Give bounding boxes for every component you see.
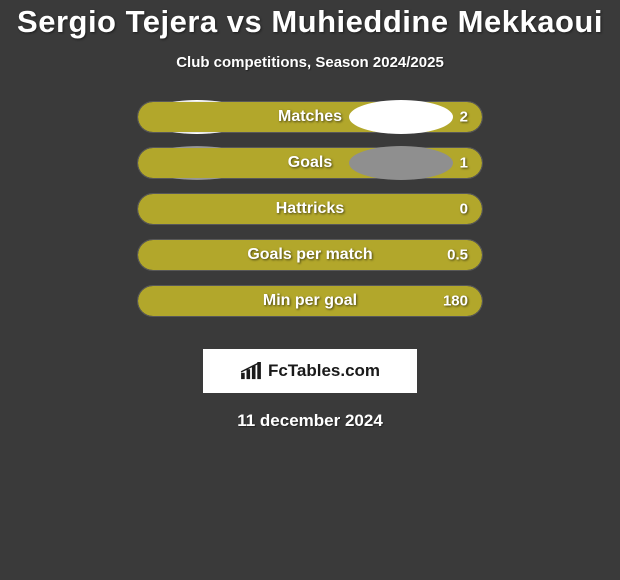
logo-text: FcTables.com (268, 361, 380, 381)
page-title: Sergio Tejera vs Muhieddine Mekkaoui (17, 4, 603, 40)
stat-value: 0.5 (447, 247, 468, 264)
stat-bar: Min per goal180 (137, 285, 483, 317)
stat-bar: Goals per match0.5 (137, 239, 483, 271)
bar-chart-icon (240, 362, 262, 380)
subtitle: Club competitions, Season 2024/2025 (176, 54, 444, 71)
date-label: 11 december 2024 (237, 411, 383, 431)
comparison-card: Sergio Tejera vs Muhieddine Mekkaoui Clu… (0, 0, 620, 431)
stat-row: Matches2 (137, 101, 483, 133)
right-marker (349, 146, 453, 180)
stat-value: 2 (460, 109, 468, 126)
stats-area: Matches2Goals1Hattricks0Goals per match0… (137, 101, 483, 331)
stat-label: Min per goal (138, 292, 482, 310)
stat-row: Hattricks0 (137, 193, 483, 225)
stat-label: Goals per match (138, 246, 482, 264)
stat-bar: Hattricks0 (137, 193, 483, 225)
stat-row: Goals per match0.5 (137, 239, 483, 271)
stat-value: 0 (460, 201, 468, 218)
right-marker (349, 100, 453, 134)
stat-value: 1 (460, 155, 468, 172)
stat-row: Goals1 (137, 147, 483, 179)
stat-row: Min per goal180 (137, 285, 483, 317)
stat-label: Hattricks (138, 200, 482, 218)
stat-value: 180 (443, 293, 468, 310)
logo-box: FcTables.com (203, 349, 417, 393)
